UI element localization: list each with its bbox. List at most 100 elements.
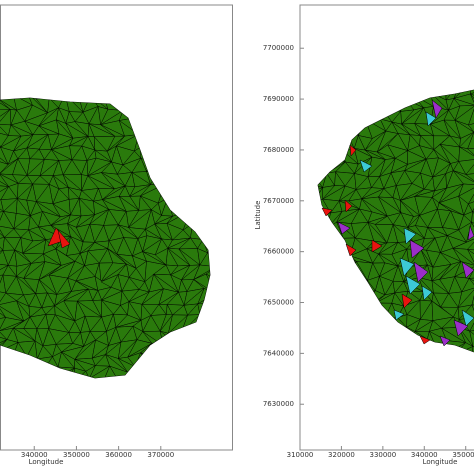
mesh-cell xyxy=(355,353,370,372)
mesh-cell xyxy=(439,370,449,380)
mesh-cell xyxy=(161,0,177,2)
mesh-cell xyxy=(467,367,474,382)
mesh-cell xyxy=(104,393,124,412)
mesh-cell xyxy=(303,435,317,449)
mesh-cell xyxy=(195,42,209,61)
mesh-cell xyxy=(50,31,63,44)
mesh-cell xyxy=(285,407,309,422)
mesh-cell xyxy=(471,210,474,228)
mesh-cell xyxy=(40,406,57,424)
mesh-cell xyxy=(198,327,210,342)
mesh-cell xyxy=(53,399,67,408)
mesh-cell xyxy=(133,68,151,83)
mesh-cell xyxy=(321,326,336,344)
mesh-cell xyxy=(387,72,411,84)
mesh-cell xyxy=(376,421,398,434)
mesh-cell xyxy=(11,68,19,86)
mesh-cell xyxy=(354,54,367,74)
mesh-cell xyxy=(214,300,229,315)
mesh-cell xyxy=(318,286,337,306)
mesh-cell xyxy=(167,186,193,199)
mesh-cell xyxy=(427,395,433,411)
mesh-cell xyxy=(143,431,160,449)
mesh-cell xyxy=(205,365,210,378)
y-tick-label: 7650000 xyxy=(263,299,294,307)
mesh-cell xyxy=(318,92,327,110)
mesh-cell xyxy=(430,430,444,447)
mesh-cell xyxy=(2,9,20,21)
mesh-cell xyxy=(0,352,15,366)
mesh-cell xyxy=(26,59,50,72)
mesh-cell xyxy=(65,81,84,98)
mesh-cell xyxy=(221,264,242,282)
mesh-cell xyxy=(63,433,76,445)
mesh-cell xyxy=(349,436,360,449)
mesh-cell xyxy=(185,187,203,199)
mesh-cell xyxy=(56,5,70,14)
mesh-cell xyxy=(289,264,299,277)
mesh-cell xyxy=(398,395,413,404)
mesh-cell xyxy=(120,16,140,34)
mesh-cell xyxy=(12,68,31,82)
mesh-cell xyxy=(465,399,474,412)
mesh-cell xyxy=(221,251,237,263)
mesh-cell xyxy=(217,340,227,358)
mesh-cell xyxy=(350,409,372,420)
mesh-cell xyxy=(446,396,460,410)
mesh-cell xyxy=(339,294,355,304)
mesh-cell xyxy=(46,382,59,398)
mesh-cell xyxy=(172,68,186,80)
mesh-cell xyxy=(220,328,239,344)
mesh-cell xyxy=(223,383,238,395)
mesh-cell xyxy=(67,395,81,409)
mesh-cell xyxy=(312,397,329,412)
mesh-cell xyxy=(105,418,122,437)
mesh-cell xyxy=(354,302,376,320)
mesh-cell xyxy=(37,424,57,434)
mesh-cell xyxy=(208,177,210,188)
mesh-cell xyxy=(442,42,453,56)
mesh-cell xyxy=(81,395,96,410)
mesh-cell xyxy=(430,420,450,433)
mesh-cell xyxy=(421,72,439,83)
mesh-cell xyxy=(44,366,59,378)
mesh-cell xyxy=(453,42,471,60)
mesh-cell xyxy=(385,355,396,372)
mesh-cell xyxy=(26,72,49,84)
mesh-cell xyxy=(190,210,199,225)
mesh-cell xyxy=(295,333,308,343)
mesh-cell xyxy=(195,34,209,47)
mesh-cell xyxy=(76,44,99,55)
mesh-cell xyxy=(417,356,439,370)
mesh-cell xyxy=(89,378,104,394)
mesh-cell xyxy=(159,354,175,371)
mesh-cell xyxy=(167,186,193,199)
mesh-cell xyxy=(407,46,426,57)
mesh-cell xyxy=(467,249,474,267)
mesh-cell xyxy=(423,419,433,433)
flagged-cell xyxy=(57,229,71,249)
mesh-cell xyxy=(285,16,301,33)
mesh-cell xyxy=(352,381,364,397)
mesh-cell xyxy=(470,93,474,113)
mesh-cell xyxy=(190,354,205,373)
mesh-cell xyxy=(318,148,333,163)
mesh-cell xyxy=(172,418,188,437)
mesh-cell xyxy=(432,7,447,20)
mesh-cell xyxy=(340,318,352,332)
mesh-cell xyxy=(224,405,238,422)
mesh-cell xyxy=(47,367,75,378)
mesh-cell xyxy=(318,157,320,171)
mesh-cell xyxy=(216,251,228,267)
mesh-cell xyxy=(165,161,174,172)
mesh-cell xyxy=(300,410,316,425)
mesh-cell xyxy=(393,90,412,100)
plot-frame xyxy=(299,4,474,451)
mesh-cell xyxy=(70,393,86,410)
mesh-cell xyxy=(327,264,346,276)
mesh-cell xyxy=(290,435,306,448)
mesh-cell xyxy=(426,433,435,449)
mesh-cell xyxy=(206,391,216,409)
mesh-cell xyxy=(14,27,24,42)
mesh-cell xyxy=(318,342,336,352)
